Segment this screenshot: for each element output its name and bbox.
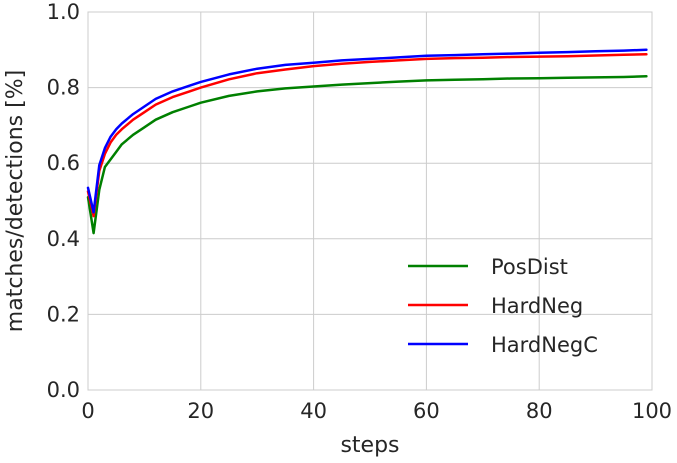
y-tick-label: 1.0 xyxy=(47,0,80,24)
series-line-hardnegc xyxy=(86,48,648,214)
y-tick-label: 0.2 xyxy=(47,302,80,326)
y-tick-label: 0.4 xyxy=(47,227,80,251)
legend: PosDist HardNeg HardNegC xyxy=(408,255,598,357)
x-tick-label: 100 xyxy=(632,399,672,423)
legend-label-posdist: PosDist xyxy=(491,255,568,279)
x-tick-label: 20 xyxy=(187,399,214,423)
legend-label-hardneg: HardNeg xyxy=(491,294,583,318)
x-tick-label: 0 xyxy=(81,399,94,423)
series-line-posdist xyxy=(86,75,648,235)
y-axis-label: matches/detections [%] xyxy=(3,70,28,332)
series-group xyxy=(86,48,648,235)
x-axis-label: steps xyxy=(340,433,399,458)
y-tick-label: 0.6 xyxy=(47,151,80,175)
x-tick-label: 40 xyxy=(300,399,327,423)
x-axis-ticks: 0 20 40 60 80 100 xyxy=(81,399,672,423)
series-line-hardneg xyxy=(86,53,648,218)
legend-label-hardnegc: HardNegC xyxy=(491,333,598,357)
y-tick-label: 0.8 xyxy=(47,76,80,100)
y-tick-label: 0.0 xyxy=(47,378,80,402)
x-tick-label: 60 xyxy=(413,399,440,423)
y-axis-ticks: 0.0 0.2 0.4 0.6 0.8 1.0 xyxy=(47,0,80,402)
x-tick-label: 80 xyxy=(526,399,553,423)
